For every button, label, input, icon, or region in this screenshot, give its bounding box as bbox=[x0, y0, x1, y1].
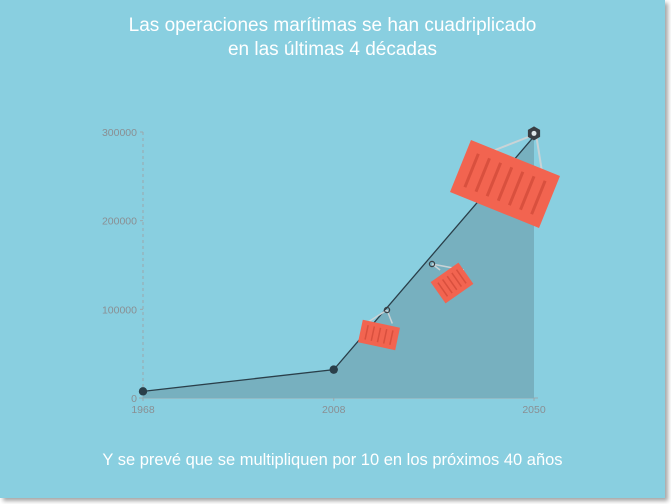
crane-hook-hole bbox=[531, 130, 537, 136]
title-line-2: en las últimas 4 décadas bbox=[227, 39, 438, 60]
area-chart: 0 100000 200000 300000 1968 2008 2050 bbox=[102, 126, 560, 416]
container-rib bbox=[485, 162, 503, 197]
container-rib bbox=[389, 330, 394, 345]
container-rib bbox=[441, 279, 453, 294]
data-point bbox=[138, 387, 148, 396]
container-rib bbox=[364, 325, 369, 340]
hook-ring bbox=[428, 260, 436, 268]
series-area bbox=[143, 136, 534, 398]
x-tick-label: 2008 bbox=[322, 404, 346, 416]
container-rib bbox=[451, 272, 463, 287]
container-box bbox=[450, 140, 560, 228]
container-rib bbox=[507, 171, 525, 206]
hook-ring bbox=[383, 306, 391, 314]
container-rib bbox=[530, 180, 547, 215]
x-tick-label: 1968 bbox=[131, 404, 155, 416]
container-small bbox=[358, 306, 400, 351]
y-tick-label: 0 bbox=[131, 393, 137, 405]
container-rib bbox=[474, 157, 491, 193]
container-rib bbox=[382, 328, 388, 344]
title-line-1: Las operaciones marítimas se han cuadrip… bbox=[128, 15, 537, 36]
y-tick-label: 200000 bbox=[102, 216, 137, 228]
container-rib bbox=[437, 282, 449, 297]
y-tick-label: 100000 bbox=[102, 304, 137, 316]
y-tick-label: 300000 bbox=[102, 127, 137, 139]
y-axis: 0 100000 200000 300000 bbox=[102, 127, 144, 405]
container-medium bbox=[428, 260, 474, 304]
container-rib bbox=[376, 327, 382, 343]
data-point bbox=[329, 365, 338, 374]
x-axis: 1968 2008 2050 bbox=[131, 397, 546, 416]
container-rib bbox=[463, 153, 480, 188]
container-rib bbox=[496, 166, 514, 202]
containers-decoration bbox=[358, 126, 560, 351]
plot-area bbox=[138, 136, 535, 398]
container-box bbox=[358, 319, 400, 351]
container-large bbox=[450, 126, 560, 228]
chart-title: Las operaciones marítimas se han cuadrip… bbox=[0, 14, 665, 62]
x-tick-label: 2050 bbox=[522, 404, 546, 416]
container-rib bbox=[455, 269, 467, 284]
bottom-caption: Y se prevé que se multipliquen por 10 en… bbox=[102, 451, 563, 469]
container-box bbox=[430, 262, 474, 304]
container-rib bbox=[446, 275, 458, 291]
container-rib bbox=[370, 326, 376, 342]
infographic-frame: Las operaciones marítimas se han cuadrip… bbox=[0, 0, 665, 498]
container-rib bbox=[519, 175, 536, 211]
